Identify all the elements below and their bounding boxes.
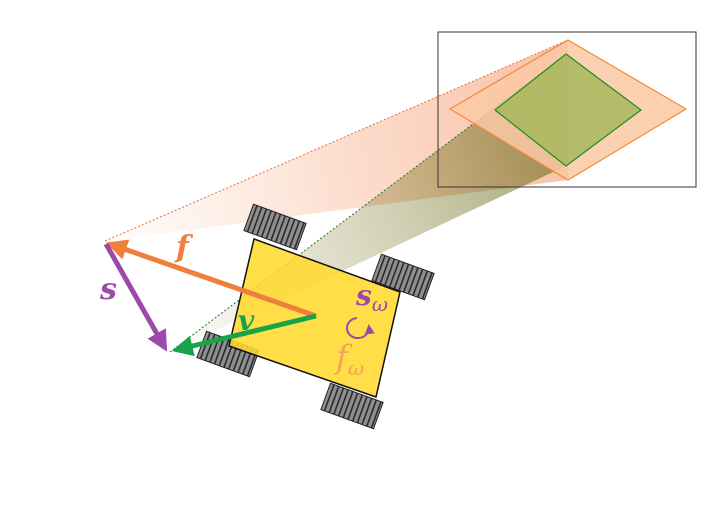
vector-f-arrow	[106, 239, 317, 319]
rotation-arrow-icon	[346, 317, 375, 339]
label-s-omega-sub: ω	[372, 292, 388, 316]
vector-s-arrow	[103, 242, 168, 352]
orange-beam-edge-top	[104, 39, 569, 242]
label-f-omega-sub: ω	[348, 356, 364, 380]
label-f: f	[174, 230, 194, 265]
label-s-omega: sω	[355, 279, 388, 316]
vector-v-arrow	[171, 313, 317, 357]
wheel-front-left	[371, 253, 435, 301]
label-v: v	[238, 304, 255, 337]
label-s-omega-main: s	[355, 279, 372, 312]
wheel-front-right	[320, 382, 384, 430]
robot-wheels	[196, 203, 435, 430]
wheel-rear-left	[243, 203, 307, 251]
inset-frame	[437, 31, 697, 188]
label-s: s	[99, 272, 117, 307]
